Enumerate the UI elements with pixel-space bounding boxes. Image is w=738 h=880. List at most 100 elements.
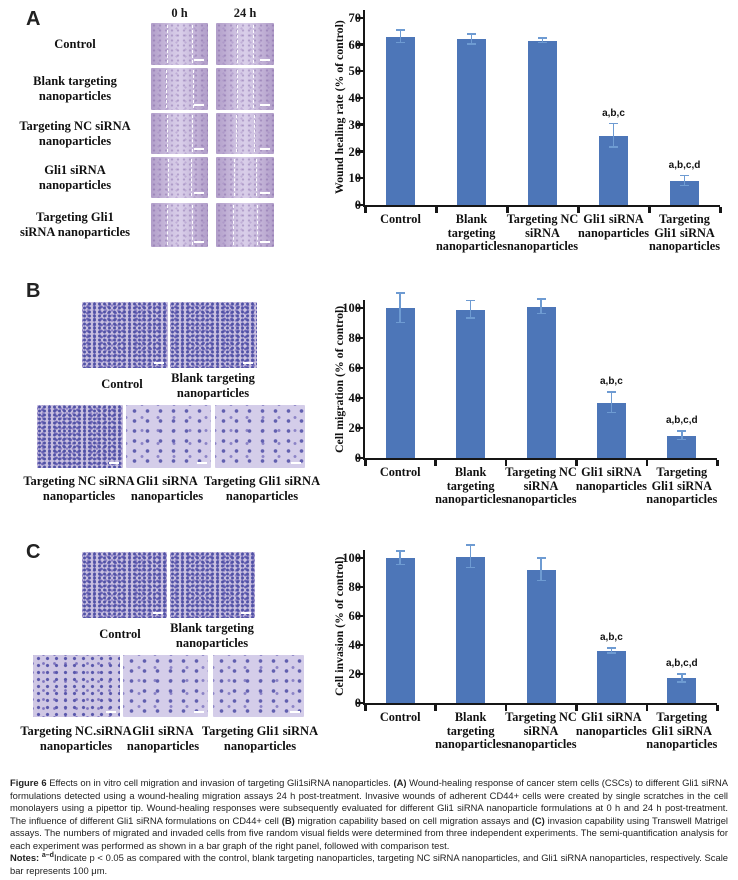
wound-edge-line — [192, 25, 194, 63]
wound-edge-line — [166, 115, 168, 152]
image-label-control: Control — [99, 627, 141, 641]
micrograph-wound-blank-24h — [216, 68, 274, 110]
scale-bar — [194, 192, 204, 194]
error-bar-cap-bottom — [538, 41, 547, 44]
plot-area: 010203040506070ControlBlanktargetingnano… — [349, 10, 722, 253]
significance-annotation: a,b,c,d — [665, 415, 698, 426]
row-label-targeting-nc-sirna-nanoparticles: Targeting NC siRNA nanoparticles — [19, 118, 131, 148]
wound-edge-line — [236, 115, 238, 152]
caption-text-segment: migration capability based on cell migra… — [294, 814, 532, 826]
y-tick-label: 70 — [348, 11, 362, 25]
figure-caption: Figure 6 Effects on in vitro cell migrat… — [10, 777, 728, 852]
error-bar-cap-bottom — [606, 411, 616, 413]
micrograph-targeting-gli1-sirna-nanoparticles — [215, 405, 305, 468]
error-bar-cap-bottom — [466, 566, 476, 569]
scale-bar — [153, 612, 163, 614]
x-category-label-targeting-nc-sirna-nanoparticles: Targeting NC siRNA nanoparticles — [506, 212, 579, 253]
caption-superscript: a–d — [41, 851, 54, 859]
y-tick-label: 20 — [348, 144, 362, 159]
column-header-0-h: 0 h — [171, 6, 188, 20]
x-tick-mark — [364, 207, 367, 213]
micrograph-wound-blank-0h — [151, 68, 208, 110]
x-category-label-gli1-sirna-nanoparticles: Gli1 siRNA nanoparticles — [575, 465, 647, 493]
scale-bar — [260, 59, 270, 61]
scale-bar — [106, 711, 116, 713]
x-tick-mark — [716, 460, 719, 466]
wound-edge-line — [166, 25, 168, 63]
y-tick-mark — [356, 426, 363, 429]
plot-area: 020406080100ControlBlanktargetingnanopar… — [342, 544, 719, 751]
x-category-label-gli1-sirna-nanoparticles: Gli1 siRNA nanoparticles — [577, 212, 650, 240]
y-tick-mark — [356, 456, 363, 459]
x-tick-mark — [364, 460, 367, 466]
error-bar-cap-bottom — [536, 579, 546, 582]
scale-bar — [260, 148, 270, 150]
image-label-gli1-sirna-nanoparticles: Gli1 siRNA nanoparticles — [126, 724, 200, 753]
x-tick-mark — [434, 460, 437, 466]
caption-bold-segment: Figure 6 — [10, 777, 50, 788]
error-bar-cap-top — [677, 430, 687, 432]
x-category-label-targeting-nc-sirna-nanoparticles: Targeting NC siRNA nanoparticles — [505, 710, 577, 751]
error-bar-whisker — [470, 34, 473, 45]
caption-bold-segment: (A) — [393, 777, 407, 788]
micrograph-wound-targeting-gli1-0h — [151, 203, 208, 247]
x-tick-mark — [645, 705, 649, 711]
error-bar-cap-top — [395, 292, 405, 294]
x-tick-mark — [575, 705, 578, 711]
error-bar-cap-bottom — [536, 312, 546, 314]
chart-panel-b: Cell migration (% of control)02040608010… — [330, 292, 735, 518]
error-bar-whisker — [610, 647, 613, 654]
error-bar-cap-bottom — [677, 681, 687, 683]
row-label-gli1-sirna-nanoparticles: Gli1 siRNA nanoparticles — [38, 162, 112, 192]
y-tick-mark — [356, 336, 363, 339]
micrograph-targeting-gli1-sirna-nanoparticles — [213, 655, 304, 717]
bar-targeting-gli1-sirna-nanoparticles — [667, 435, 697, 458]
error-bar-cap-bottom — [467, 43, 476, 45]
wound-edge-line — [236, 70, 238, 108]
y-tick-label: 60 — [348, 37, 362, 52]
error-bar-cap-bottom — [609, 146, 618, 148]
error-bar-cap-bottom — [677, 438, 687, 440]
y-tick-mark — [356, 16, 363, 19]
x-tick-mark — [434, 705, 437, 711]
plot-area: 020406080100ControlBlanktargetingnanopar… — [342, 292, 719, 506]
significance-annotation: a,b,c — [602, 107, 625, 119]
scale-bar — [260, 192, 270, 194]
error-bar-cap-top — [536, 557, 546, 559]
micrograph-wound-gli1-24h — [216, 157, 274, 198]
error-bar-cap-bottom — [606, 652, 616, 654]
caption-bold-segment: (C) — [531, 814, 545, 826]
y-tick-mark — [356, 672, 363, 675]
caption-text-segment: Wound-healing response of cancer stem ce… — [10, 777, 728, 826]
error-bar-whisker — [469, 544, 472, 569]
image-label-blank-targeting-nanoparticles: Blank targeting nanoparticles — [171, 371, 255, 400]
x-tick-mark — [504, 460, 508, 466]
x-category-label-control: Control — [379, 710, 421, 724]
wound-edge-line — [253, 115, 255, 152]
micrograph-control — [82, 302, 168, 368]
x-category-label-targeting-gli1-sirna-nanoparticles: Targeting Gli1 siRNA nanoparticles — [648, 212, 721, 253]
y-tick-label: 40 — [348, 91, 362, 106]
wound-edge-line — [192, 205, 194, 245]
x-tick-mark — [435, 207, 438, 213]
y-tick-mark — [356, 396, 363, 399]
row-label-blank-targeting-nanoparticles: Blank targeting nanoparticles — [33, 74, 117, 103]
image-label-targeting-nc-sirna-nanoparticles: Targeting NC.siRNA nanoparticles — [20, 724, 132, 753]
micrograph-gli1-sirna-nanoparticles — [123, 655, 208, 717]
y-tick-mark — [356, 366, 363, 369]
micrograph-wound-nc-0h — [151, 113, 208, 154]
y-tick-mark — [356, 123, 363, 126]
error-bar-whisker — [399, 30, 402, 44]
micrograph-targeting-nc-sirna-nanoparticles — [37, 405, 123, 468]
wound-edge-line — [257, 205, 259, 245]
image-label-control: Control — [101, 377, 143, 391]
scale-bar — [154, 362, 164, 364]
caption-text-segment: invasion capability using Transwell Matr… — [10, 814, 728, 851]
y-tick-mark — [356, 176, 363, 180]
bar-targeting-nc-sirna-nanoparticles — [526, 569, 556, 703]
wound-edge-line — [192, 70, 194, 108]
micrograph-control — [82, 552, 167, 618]
error-bar-cap-top — [396, 29, 405, 31]
wound-edge-line — [233, 159, 235, 196]
